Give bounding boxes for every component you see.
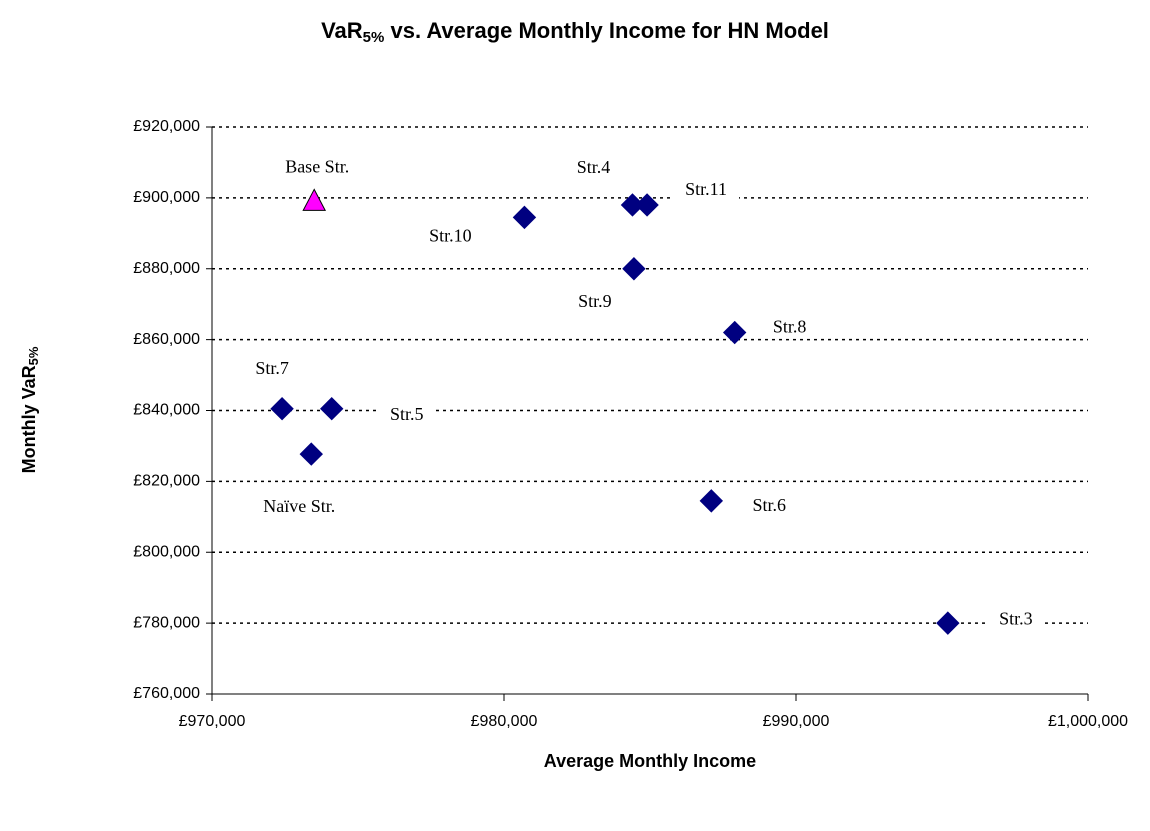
title-main: VaR [321,18,363,43]
label-background [377,401,436,426]
point [512,205,537,230]
x-tick-label: £990,000 [763,713,830,730]
y-tick-label: £820,000 [133,473,200,490]
title-sub: 5% [363,29,385,46]
y-label-main: Monthly VaR [19,365,39,473]
label-background [987,606,1045,631]
label-background [273,154,362,179]
chart-title: VaR5% vs. Average Monthly Income for HN … [321,18,829,46]
point-labels: Base Str. Str.4 Str.11 Str.10 Str.9 Str.8 Str.… [243,154,1045,631]
label-background [564,155,623,180]
point-label: Str.7 [255,358,289,378]
y-label-sub: 5% [26,346,41,365]
point [936,611,960,635]
point-label: Str.11 [685,179,727,199]
point-label: Str.10 [429,225,472,245]
point-label: Str.5 [390,404,424,424]
label-background [417,223,484,248]
label-background [673,177,740,202]
point [635,193,659,217]
point [270,397,294,421]
label-background [243,355,301,380]
point-label: Str.8 [773,317,807,337]
y-tick-label: £880,000 [133,260,200,277]
x-tick-label: £980,000 [471,713,538,730]
y-axis-label: Monthly VaR5% [19,346,42,473]
y-tick-label: £900,000 [133,189,200,206]
y-tick-label: £780,000 [133,614,200,631]
point [320,397,344,421]
label-background [251,494,348,519]
y-tick-label: £800,000 [133,543,200,560]
title-rest: vs. Average Monthly Income for HN Model [384,18,829,43]
point-label: Str.9 [578,291,612,311]
label-background [740,492,799,517]
x-tick-label: £970,000 [179,713,246,730]
y-tick-label: £860,000 [133,331,200,348]
point-label: Naïve Str. [263,496,335,516]
point [302,188,327,211]
label-background [566,288,624,313]
y-tick-label: £760,000 [133,685,200,702]
point [299,442,323,466]
markers [270,188,960,635]
point [722,320,747,345]
point-label: Str.3 [999,608,1033,628]
label-background [760,314,819,339]
point [622,257,646,281]
point-label: Base Str. [285,157,349,177]
x-tick-label: £1,000,000 [1048,713,1128,730]
y-tick-label: £840,000 [133,402,200,419]
point [699,489,724,513]
y-tick-label: £920,000 [133,118,200,135]
point-label: Str.4 [577,157,611,177]
x-axis-label: Average Monthly Income [544,751,756,771]
point-label: Str.6 [753,495,787,515]
